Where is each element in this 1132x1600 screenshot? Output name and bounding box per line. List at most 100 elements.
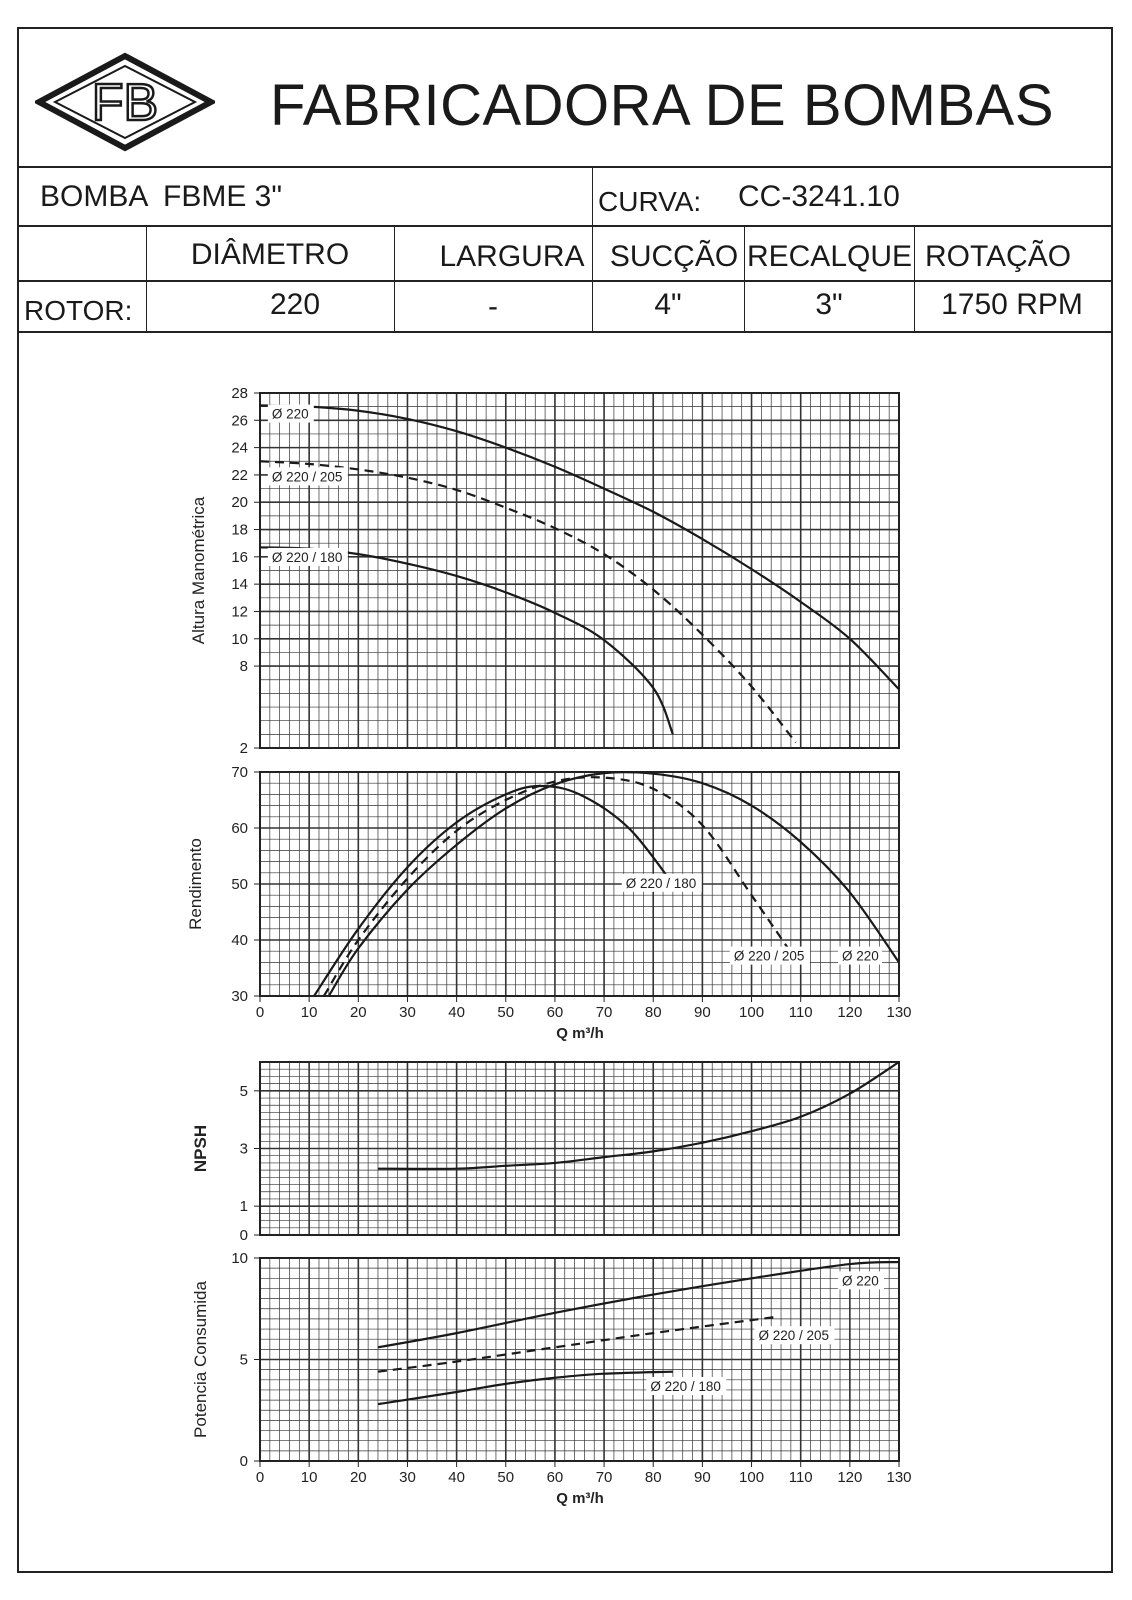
x-tick-label: 110 — [789, 1469, 813, 1486]
x-tick-label: 30 — [399, 1004, 416, 1021]
x-tick-label: 10 — [301, 1004, 318, 1021]
y-tick-label: 70 — [231, 764, 248, 781]
x-tick-label: 110 — [789, 1004, 813, 1021]
y-tick-label: 24 — [231, 440, 248, 457]
y-tick-label: 10 — [231, 1250, 248, 1267]
divider — [146, 225, 147, 331]
divider — [592, 166, 593, 331]
curva-label: CURVA: — [598, 186, 702, 217]
series-label-bg — [838, 1271, 885, 1290]
series-line-efficiency — [313, 784, 674, 997]
series-line-efficiency — [322, 776, 797, 997]
rotor-label: ROTOR: — [24, 295, 133, 326]
series-label: Ø 220 — [842, 949, 879, 964]
y-tick-label: 30 — [231, 988, 248, 1005]
y-axis-label: Rendimento — [186, 838, 205, 930]
y-tick-label: 20 — [231, 494, 248, 511]
divider — [17, 166, 1113, 168]
datasheet-frame — [17, 27, 1113, 1573]
y-tick-label: 26 — [231, 412, 248, 429]
y-tick-label: 5 — [240, 1083, 248, 1100]
curva-value: CC-3241.10 — [738, 180, 900, 213]
divider — [914, 225, 915, 331]
y-tick-label: 12 — [231, 603, 248, 620]
chart-efficiency: 30 40 50 60 70 Rendimento Ø 220 / 180 Ø 220 / 2… — [186, 764, 900, 1005]
x-tick-label: 0 — [256, 1004, 264, 1021]
x-tick-label: 40 — [448, 1004, 465, 1021]
x-axis-label: Q m³/h — [556, 1490, 604, 1507]
series-label-bg — [838, 946, 883, 965]
x-tick-label: 80 — [645, 1469, 662, 1486]
divider — [17, 331, 1113, 333]
x-tick-label: 60 — [547, 1004, 564, 1021]
series-label-bg — [729, 946, 810, 965]
x-tick-label: 80 — [645, 1004, 662, 1021]
value-rotacao: 1750 RPM — [941, 288, 1083, 321]
y-tick-label: 1 — [240, 1198, 248, 1215]
series-label-bg — [621, 873, 702, 892]
x-tick-label: 100 — [739, 1004, 764, 1021]
divider — [17, 225, 1113, 227]
divider — [744, 225, 745, 331]
x-tick-label: 40 — [448, 1469, 465, 1486]
value-succao: 4" — [654, 288, 682, 321]
x-tick-label: 70 — [596, 1004, 613, 1021]
header-largura: LARGURA — [439, 240, 585, 273]
page-title: FABRICADORA DE BOMBAS — [270, 73, 1055, 138]
series-label: Ø 220 / 180 — [272, 550, 343, 565]
x-tick-label: 60 — [547, 1469, 564, 1486]
series-label-bg — [267, 467, 348, 486]
x-tick-label: 0 — [256, 1469, 264, 1486]
series-label-bg — [754, 1326, 835, 1345]
series-label: Ø 220 / 205 — [734, 949, 805, 964]
x-tick-label: 120 — [837, 1004, 862, 1021]
series-label: Ø 220 / 180 — [650, 1379, 721, 1394]
x-axis-label: Q m³/h — [556, 1025, 604, 1042]
x-tick-label: 20 — [350, 1469, 367, 1486]
divider — [394, 225, 395, 331]
series-line-npsh — [377, 1061, 900, 1170]
series-label: Ø 220 / 180 — [626, 876, 697, 891]
header-rotacao: ROTAÇÃO — [924, 240, 1072, 273]
y-tick-label: 14 — [231, 576, 248, 593]
series-label: Ø 220 — [272, 407, 309, 422]
series-label: Ø 220 — [842, 1273, 879, 1288]
x-tick-label: 130 — [886, 1004, 911, 1021]
y-tick-label: 2 — [240, 740, 248, 757]
x-tick-label: 20 — [350, 1004, 367, 1021]
series-label: Ø 220 / 205 — [272, 469, 343, 484]
value-recalque: 3" — [815, 288, 843, 321]
svg-text:FB: FB — [92, 74, 158, 132]
y-tick-label: 22 — [231, 467, 248, 484]
series-line-head — [259, 404, 900, 691]
fb-logo: FB — [35, 52, 215, 152]
series-line-power — [377, 1260, 900, 1349]
y-tick-label: 18 — [231, 522, 248, 539]
x-tick-label: 70 — [596, 1469, 613, 1486]
x-axis-efficiency: 0 10 20 30 40 50 60 70 80 90 100 110 120 130 Q m³/h — [256, 996, 912, 1042]
series-label-bg — [646, 1376, 727, 1395]
divider — [17, 280, 1113, 282]
y-tick-label: 10 — [231, 631, 248, 648]
x-tick-label: 50 — [497, 1004, 514, 1021]
y-tick-label: 3 — [240, 1141, 248, 1158]
header-diametro: DIÂMETRO — [190, 238, 350, 271]
value-diametro: 220 — [269, 288, 321, 321]
y-axis-label: Potencia Consumida — [191, 1281, 210, 1438]
x-axis-power: 0 10 20 30 40 50 60 70 80 90 100 110 120 130 Q m³/h — [256, 1461, 912, 1507]
series-line-efficiency — [327, 770, 900, 997]
x-tick-label: 90 — [694, 1004, 711, 1021]
bomba-label: BOMBA — [40, 180, 149, 213]
x-tick-label: 120 — [837, 1469, 862, 1486]
y-axis-label: Altura Manométrica — [189, 496, 208, 644]
series-label-bg — [267, 547, 348, 566]
y-tick-label: 28 — [231, 385, 248, 402]
x-tick-label: 130 — [886, 1469, 911, 1486]
y-tick-label: 8 — [240, 658, 248, 675]
series-line-head — [259, 460, 797, 744]
series-line-power — [377, 1315, 777, 1373]
plot-frame — [259, 392, 900, 749]
y-tick-label: 0 — [240, 1453, 248, 1470]
